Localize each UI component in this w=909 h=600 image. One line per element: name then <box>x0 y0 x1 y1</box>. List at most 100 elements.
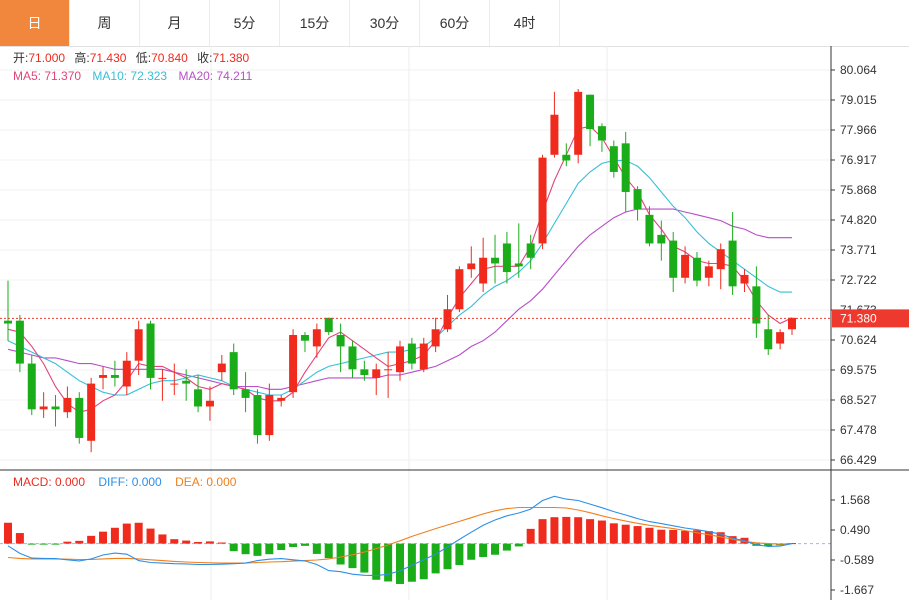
high-label: 高: <box>74 50 89 65</box>
macd-bar-33 <box>396 543 404 584</box>
diff-line <box>7 495 793 577</box>
macd-bar-29 <box>348 543 357 569</box>
candle-body-9 <box>110 375 119 378</box>
candle-body-6 <box>75 397 84 438</box>
candle-body-25 <box>300 334 309 341</box>
dea-line <box>7 506 793 564</box>
ma10-value: 72.323 <box>130 69 167 83</box>
macd-bar-50 <box>597 520 606 544</box>
candle-51 <box>609 140 618 178</box>
candle-42 <box>502 232 511 284</box>
candle-body-64 <box>764 329 773 350</box>
ma20-value: 74.211 <box>216 69 252 83</box>
candle-body-14 <box>170 383 179 385</box>
low-value: 70.840 <box>151 51 188 65</box>
candle-body-52 <box>621 143 630 192</box>
candle-38 <box>455 266 464 313</box>
candle-body-40 <box>479 257 488 284</box>
close-label: 收: <box>197 51 212 65</box>
ohlc-readout: 开:71.000 高:71.430 低:70.840 收:71.380 <box>13 50 250 65</box>
candle-36 <box>431 317 440 353</box>
y-tick-label-10: 69.575 <box>840 363 877 377</box>
macd-bar-53 <box>633 526 642 544</box>
candle-body-63 <box>752 286 761 324</box>
y-tick-label-1: 79.015 <box>840 93 877 107</box>
macd-bar-24 <box>289 543 298 547</box>
macd-value: 0.000 <box>55 475 85 489</box>
tab-7[interactable]: 4时 <box>490 0 560 46</box>
macd-bar-12 <box>146 528 155 544</box>
macd-bar-45 <box>538 519 547 544</box>
candle-body-46 <box>550 114 559 155</box>
macd-bar-44 <box>526 528 535 544</box>
macd-label: MACD: <box>13 475 55 489</box>
candle-body-65 <box>776 332 785 344</box>
candle-55 <box>657 220 666 261</box>
diff-label: DIFF: <box>98 475 131 489</box>
candle-body-4 <box>51 406 60 410</box>
macd-bar-14 <box>170 539 179 544</box>
tab-0[interactable]: 日 <box>0 0 70 46</box>
macd-bar-32 <box>384 543 393 582</box>
candle-body-0 <box>4 320 12 324</box>
macd-bar-3 <box>39 543 48 545</box>
candle-body-38 <box>455 269 464 310</box>
candle-body-39 <box>467 263 476 270</box>
diff-value: 0.000 <box>132 475 162 489</box>
candle-66 <box>788 317 796 335</box>
tab-4[interactable]: 15分 <box>280 0 350 46</box>
y-tick-label-5: 74.820 <box>840 213 877 227</box>
candle-17 <box>205 386 214 421</box>
candle-body-12 <box>146 323 155 378</box>
candle-13 <box>158 369 167 401</box>
candle-body-2 <box>27 363 36 410</box>
candle-body-54 <box>645 214 654 244</box>
candle-11 <box>134 320 143 376</box>
candle-35 <box>419 337 428 373</box>
macd-bar-40 <box>479 543 488 557</box>
candle-6 <box>75 392 84 444</box>
candle-19 <box>229 343 238 396</box>
candle-body-62 <box>740 274 749 284</box>
candle-body-22 <box>265 395 274 436</box>
macd-panel <box>0 495 831 584</box>
tab-1[interactable]: 周 <box>70 0 140 46</box>
macd-bar-27 <box>324 543 333 559</box>
dea-value: 0.000 <box>206 475 236 489</box>
candle-41 <box>491 234 500 284</box>
tab-3[interactable]: 5分 <box>210 0 280 46</box>
y-tick-label-9: 70.624 <box>840 333 877 347</box>
macd-bar-8 <box>99 531 108 544</box>
candle-40 <box>479 237 488 293</box>
candle-body-18 <box>217 363 226 373</box>
candle-body-29 <box>348 346 357 370</box>
macd-bar-37 <box>443 543 452 570</box>
candle-39 <box>467 246 476 278</box>
y-tick-label-4: 75.868 <box>840 183 877 197</box>
tab-5[interactable]: 30分 <box>350 0 420 46</box>
y-tick-label-6: 73.771 <box>840 243 877 257</box>
candle-60 <box>716 243 725 290</box>
macd-bar-10 <box>122 523 131 544</box>
tab-6[interactable]: 60分 <box>420 0 490 46</box>
low-label: 低: <box>136 51 151 65</box>
candle-body-24 <box>289 334 298 393</box>
tab-2[interactable]: 月 <box>140 0 210 46</box>
macd-readout: MACD: 0.000 DIFF: 0.000 DEA: 0.000 <box>13 475 237 489</box>
macd-bar-2 <box>27 543 36 545</box>
macd-bar-16 <box>194 541 203 544</box>
candle-1 <box>15 314 24 373</box>
macd-bar-22 <box>265 543 274 555</box>
candle-body-53 <box>633 189 642 210</box>
macd-bar-48 <box>574 517 583 544</box>
macd-y-tick-label-2: -0.589 <box>840 553 874 567</box>
candle-26 <box>312 323 321 358</box>
macd-bar-0 <box>4 522 12 544</box>
macd-bar-41 <box>491 543 500 555</box>
candle-body-50 <box>597 126 606 141</box>
candle-2 <box>27 354 36 416</box>
timeframe-tabs: 日周月 5分 15分 30分 60分 4时 <box>0 0 909 47</box>
macd-bar-57 <box>681 530 690 544</box>
macd-bar-17 <box>205 541 214 544</box>
candle-64 <box>764 314 773 355</box>
